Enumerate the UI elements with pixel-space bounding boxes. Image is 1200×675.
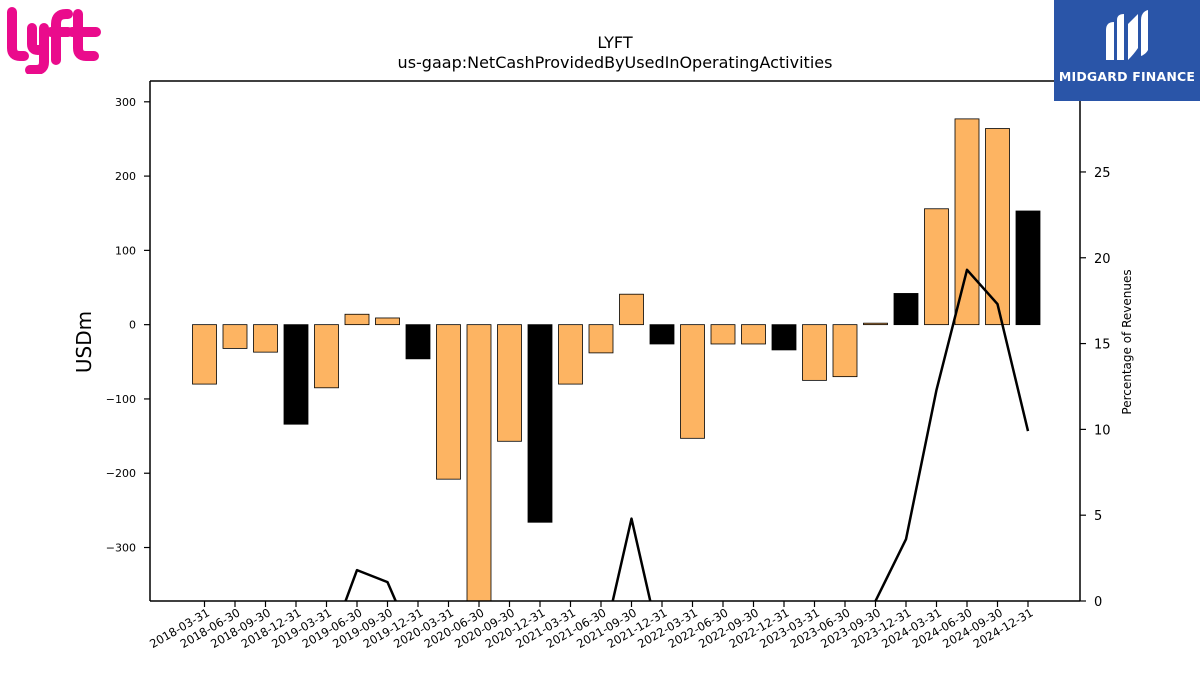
y-tick-label: 0 (129, 319, 136, 332)
y2-tick-label: 25 (1094, 166, 1111, 181)
bar (985, 128, 1010, 326)
bar (802, 324, 827, 381)
midgard-finance-logo: MIDGARD FINANCE (1054, 0, 1200, 101)
bar (253, 324, 278, 353)
midgard-emblem-icon (1106, 10, 1148, 60)
bar (680, 324, 705, 439)
bar (924, 208, 949, 326)
bar (710, 324, 736, 345)
y-tick-label: −100 (106, 393, 136, 406)
bar (588, 324, 614, 354)
bar (344, 313, 370, 326)
y2-tick-label: 15 (1094, 338, 1111, 353)
bar (405, 324, 431, 360)
bar (283, 324, 309, 425)
bar (741, 324, 766, 345)
bar (1015, 210, 1041, 326)
y-tick-label: −200 (106, 467, 136, 480)
y2-tick-label: 10 (1094, 423, 1111, 438)
y-tick-label: 200 (115, 170, 136, 183)
bar (466, 324, 492, 601)
bar (497, 324, 522, 442)
bar (436, 324, 461, 480)
y2-tick-label: 20 (1094, 252, 1111, 267)
bar (832, 324, 858, 378)
bar (954, 118, 980, 326)
midgard-brand-text: MIDGARD FINANCE (1058, 69, 1196, 84)
bar (375, 317, 400, 326)
y2-tick-label: 5 (1094, 509, 1102, 524)
bar (558, 324, 583, 385)
y-tick-label: 100 (115, 244, 136, 257)
bar (893, 293, 919, 326)
lyft-logo (4, 4, 102, 75)
line-group (344, 268, 1030, 601)
bars-group (192, 118, 1041, 601)
bar (192, 324, 217, 385)
y-tick-label: −300 (106, 542, 136, 555)
revenue-percentage-line (344, 268, 1030, 601)
y2-tick-label: 0 (1094, 595, 1102, 610)
chart-subtitle: us-gaap:NetCashProvidedByUsedInOperating… (398, 53, 833, 72)
y-axis-label: USDm (72, 311, 96, 373)
y2-axis-label: Percentage of Revenues (1120, 269, 1134, 414)
bar (649, 324, 675, 345)
bar (771, 324, 797, 351)
bar (863, 322, 888, 326)
chart-title: LYFT (597, 33, 632, 52)
bar (314, 324, 339, 389)
y-tick-label: 300 (115, 96, 136, 109)
bar (222, 324, 248, 349)
bar (527, 324, 553, 523)
bar (619, 293, 644, 326)
